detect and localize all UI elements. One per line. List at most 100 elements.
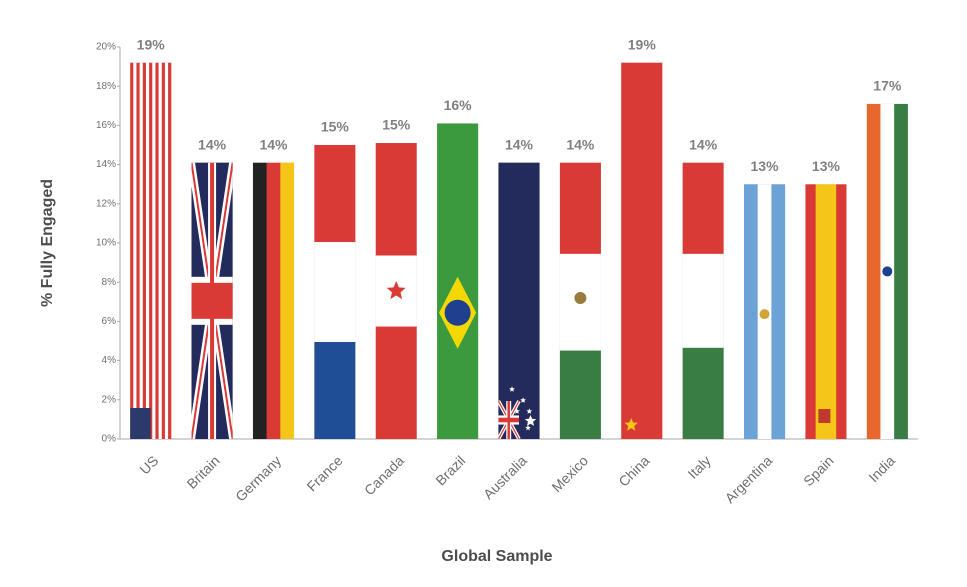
flag-decor bbox=[130, 408, 151, 439]
flag-decor bbox=[509, 386, 515, 392]
x-axis-label: Global Sample bbox=[441, 548, 552, 565]
flag bbox=[498, 386, 537, 439]
flag-decor bbox=[314, 341, 356, 439]
flag bbox=[805, 184, 847, 439]
flag-decor bbox=[559, 350, 601, 439]
value-label: 19% bbox=[137, 36, 166, 52]
flag-decor bbox=[155, 62, 160, 440]
flag bbox=[559, 162, 601, 439]
x-tick-label: China bbox=[615, 452, 652, 489]
flag-decor bbox=[525, 424, 531, 431]
x-tick-label: India bbox=[865, 452, 898, 485]
value-label: 14% bbox=[505, 136, 534, 152]
flag-decor bbox=[682, 162, 724, 255]
flag-decor bbox=[526, 408, 533, 414]
flag bbox=[314, 145, 356, 439]
x-tick-label: France bbox=[303, 452, 345, 494]
bar bbox=[498, 162, 540, 439]
flag-decor bbox=[498, 417, 519, 423]
x-tick-label: Spain bbox=[800, 452, 837, 489]
flag-decor bbox=[136, 62, 141, 440]
y-tick-label: 18% bbox=[96, 81, 116, 92]
flag bbox=[191, 162, 233, 439]
flag-decor bbox=[524, 415, 537, 426]
y-tick-label: 2% bbox=[102, 394, 117, 405]
flag-decor bbox=[210, 162, 215, 439]
flag-decor bbox=[624, 418, 638, 431]
flag-decor bbox=[894, 103, 908, 439]
flag-decor bbox=[375, 326, 417, 439]
flag-decor bbox=[158, 62, 163, 440]
flag-decor bbox=[149, 62, 153, 440]
flag-decor bbox=[771, 184, 786, 439]
flag-decor bbox=[314, 242, 356, 343]
value-label: 14% bbox=[198, 136, 227, 152]
value-label: 19% bbox=[628, 36, 657, 52]
flag-decor bbox=[314, 145, 356, 243]
flag-decor bbox=[866, 103, 881, 439]
y-tick-label: 16% bbox=[96, 120, 116, 131]
x-tick-label: Argentina bbox=[722, 452, 776, 506]
flag-decor bbox=[882, 266, 893, 277]
value-label: 13% bbox=[812, 158, 841, 174]
flag-decor bbox=[133, 62, 137, 440]
x-tick-label: Germany bbox=[232, 452, 284, 504]
flag-decor bbox=[252, 162, 268, 439]
flag-decor bbox=[142, 62, 147, 440]
flag bbox=[743, 184, 786, 439]
flag-decor bbox=[743, 184, 759, 439]
flag-decor bbox=[574, 292, 587, 305]
x-tick-label: Brazil bbox=[432, 452, 468, 488]
flag-decor bbox=[520, 397, 526, 403]
flag-decor bbox=[815, 184, 827, 439]
flag bbox=[624, 418, 638, 431]
x-tick-label: Mexico bbox=[548, 452, 591, 495]
flag-decor bbox=[818, 409, 831, 423]
flag-decor bbox=[130, 62, 134, 440]
flag bbox=[252, 162, 295, 439]
flag-decor bbox=[152, 62, 156, 440]
flag bbox=[375, 143, 417, 439]
flag-decor bbox=[805, 184, 817, 439]
flag-decor bbox=[682, 347, 724, 439]
value-label: 13% bbox=[751, 158, 780, 174]
value-label: 15% bbox=[382, 117, 411, 133]
value-label: 14% bbox=[689, 136, 718, 152]
flag-decor bbox=[168, 62, 172, 440]
flag-decor bbox=[825, 184, 837, 439]
flag bbox=[439, 276, 477, 349]
y-tick-label: 6% bbox=[102, 316, 117, 327]
value-label: 14% bbox=[566, 136, 595, 152]
flag-decor bbox=[444, 299, 471, 326]
flag-decor bbox=[139, 62, 144, 440]
x-tick-label: Canada bbox=[361, 452, 407, 498]
y-axis-label: % Fully Engaged bbox=[39, 179, 56, 307]
y-tick-label: 14% bbox=[96, 159, 116, 170]
x-tick-label: US bbox=[136, 452, 161, 477]
flag bbox=[866, 103, 908, 439]
flag bbox=[130, 62, 172, 440]
flag-decor bbox=[266, 162, 281, 439]
x-tick-label: Britain bbox=[183, 452, 222, 491]
flag-decor bbox=[280, 162, 295, 439]
y-tick-label: 8% bbox=[102, 277, 117, 288]
value-label: 15% bbox=[321, 119, 350, 135]
bar bbox=[621, 62, 663, 440]
flag-decor bbox=[559, 162, 601, 255]
y-tick-label: 0% bbox=[102, 434, 117, 445]
value-label: 17% bbox=[873, 78, 902, 94]
flag-decor bbox=[375, 143, 417, 257]
y-tick-label: 20% bbox=[96, 42, 116, 53]
flag-decor bbox=[682, 253, 724, 349]
x-tick-label: Australia bbox=[480, 452, 530, 502]
y-tick-label: 4% bbox=[102, 355, 117, 366]
flag-decor bbox=[161, 62, 166, 440]
x-tick-label: Italy bbox=[684, 452, 713, 481]
value-label: 14% bbox=[259, 136, 288, 152]
flag-decor bbox=[514, 408, 520, 414]
flag-decor bbox=[759, 309, 770, 320]
value-label: 16% bbox=[444, 97, 473, 113]
flag-decor bbox=[836, 184, 847, 439]
flag-decor bbox=[164, 62, 169, 440]
